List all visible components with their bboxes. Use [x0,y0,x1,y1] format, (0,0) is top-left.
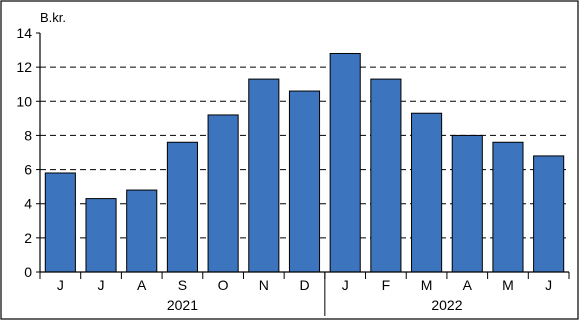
axes [39,33,569,273]
year-label: 2021 [167,297,198,313]
bar [207,114,239,273]
x-tick-label: A [463,277,473,293]
bar [329,52,361,273]
y-tick-label: 6 [24,162,32,178]
x-tick-label: J [342,277,349,293]
bar [411,112,443,273]
bars [44,52,565,273]
bar [492,141,524,273]
y-tick-label: 4 [24,196,32,212]
bar [85,198,117,273]
y-tick-label: 14 [16,25,32,41]
y-tick-label: 8 [24,127,32,143]
x-tick-label: D [299,277,309,293]
bar [248,78,280,273]
y-tick-label: 0 [24,264,32,280]
y-tick-label: 12 [16,59,32,75]
bar [288,90,321,273]
bar [166,141,198,273]
y-axis-ticks: 0 2 4 6 8 10 12 14 [16,25,40,280]
x-tick-label: J [57,277,64,293]
bar [44,172,76,273]
x-tick-label: O [218,277,229,293]
x-tick-label: J [98,277,105,293]
x-tick-label: N [259,277,269,293]
x-tick-label: M [502,277,514,293]
x-tick-label: F [382,277,391,293]
y-tick-label: 10 [16,93,32,109]
y-tick-label: 2 [24,230,32,246]
bar [370,78,402,273]
year-label: 2022 [431,297,462,313]
year-labels: 2021 2022 [167,272,463,316]
x-tick-label: J [545,277,552,293]
y-unit-label: B.kr. [40,10,66,25]
x-tick-label: M [421,277,433,293]
bar [126,189,158,273]
bar [451,134,483,273]
x-tick-label: S [178,277,187,293]
x-tick-label: A [137,277,147,293]
bar [533,155,565,273]
